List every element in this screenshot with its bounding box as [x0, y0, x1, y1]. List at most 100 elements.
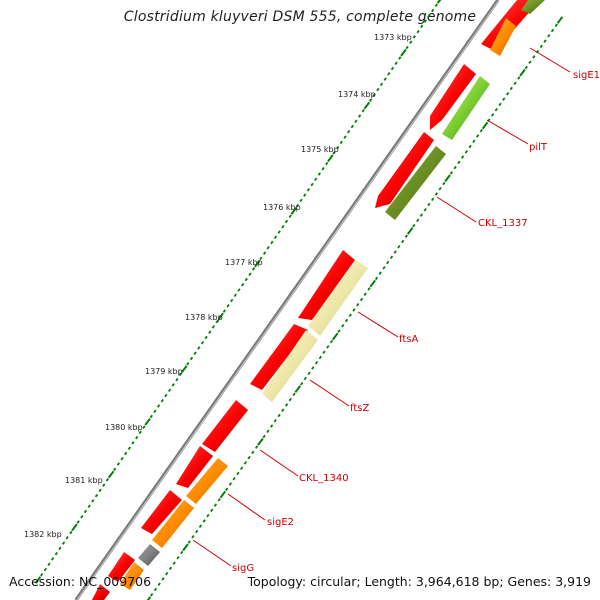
outer-ruler-tick: [47, 562, 51, 566]
gene-gray[interactable]: [138, 544, 160, 566]
inner-ruler-tick: [416, 218, 420, 223]
outer-ruler-tick: [431, 8, 435, 13]
bp-ruler: [34, 0, 442, 584]
outer-ruler-tick: [131, 441, 135, 445]
outer-ruler-tick: [303, 193, 307, 197]
inner-ruler-tick: [217, 498, 221, 502]
gene-ftsA[interactable]: [308, 260, 368, 336]
inner-ruler-tick: [554, 23, 558, 28]
outer-ruler-tick: [306, 188, 311, 192]
gene-red-9[interactable]: [108, 552, 135, 582]
inner-ruler-tick: [281, 408, 285, 412]
inner-ruler-tick: [472, 139, 476, 144]
gene-red-4[interactable]: [298, 250, 355, 320]
outer-ruler-tick: [327, 154, 334, 162]
outer-ruler-tick: [54, 551, 58, 556]
gene-olive-top[interactable]: [521, 0, 545, 14]
gene-red-2[interactable]: [430, 64, 476, 130]
outer-ruler-tick: [387, 72, 391, 76]
outer-ruler-tick: [277, 230, 281, 234]
outer-ruler-tick: [87, 504, 91, 508]
gene-ftsZ[interactable]: [262, 330, 318, 402]
inner-ruler-tick: [550, 28, 555, 33]
outer-ruler-tick: [175, 377, 179, 382]
gene-label-pilT[interactable]: pilT: [529, 142, 548, 153]
inner-ruler-tick: [318, 355, 322, 360]
tick-label-1381: 1381 kbp: [65, 476, 103, 485]
label-leaders: [192, 47, 571, 567]
outer-ruler-tick: [299, 198, 303, 203]
outer-ruler-tick: [273, 235, 278, 240]
inner-ruler-tick: [307, 371, 311, 376]
inner-ruler-tick: [146, 596, 152, 600]
gene-sigG[interactable]: [152, 500, 194, 548]
inner-ruler-tick: [266, 429, 270, 434]
cds-track-outer: [92, 0, 540, 600]
inner-ruler-tick: [543, 39, 547, 43]
gene-label-sigE2[interactable]: sigE2: [267, 517, 294, 528]
outer-ruler-tick: [314, 177, 318, 182]
gene-label-sigE1[interactable]: sigE1: [573, 70, 600, 81]
gene-pilT[interactable]: [442, 76, 490, 140]
gene-red-10[interactable]: [92, 584, 110, 600]
inner-ruler-tick: [479, 128, 483, 133]
inner-ruler-tick: [363, 292, 367, 296]
inner-ruler-tick: [369, 279, 376, 288]
gene-label-CKL_1337[interactable]: CKL_1337: [478, 218, 528, 229]
gene-sigE1[interactable]: [490, 18, 516, 56]
outer-ruler-tick: [321, 166, 325, 171]
outer-ruler-tick: [254, 259, 261, 268]
gene-label-CKL_1340[interactable]: CKL_1340: [299, 473, 349, 484]
outer-ruler-tick: [423, 19, 428, 23]
inner-ruler-tick: [311, 366, 315, 370]
gene-label-ftsZ[interactable]: ftsZ: [350, 403, 369, 414]
inner-ruler-tick: [438, 186, 442, 191]
outer-ruler-tick: [98, 488, 102, 493]
gene-red-7[interactable]: [176, 446, 213, 488]
outer-ruler-tick: [270, 240, 274, 245]
inner-ruler-tick: [475, 134, 480, 138]
inner-ruler-tick: [374, 276, 379, 281]
inner-ruler-tick: [444, 174, 451, 182]
gene-red-8[interactable]: [141, 490, 182, 534]
outer-ruler-tick: [91, 499, 95, 503]
gene-label-sigG[interactable]: sigG: [232, 563, 254, 574]
outer-ruler-tick: [398, 56, 402, 60]
outer-ruler-tick: [113, 467, 117, 472]
outer-ruler-tick: [83, 509, 88, 514]
gene-orange-bottom[interactable]: [120, 562, 144, 590]
inner-ruler-tick: [404, 234, 409, 238]
outer-ruler-tick: [332, 151, 336, 155]
outer-ruler-tick: [208, 330, 212, 334]
inner-ruler-tick: [464, 150, 469, 154]
inner-ruler-tick: [251, 450, 255, 455]
gene-red-5[interactable]: [250, 324, 308, 390]
outer-ruler-tick: [43, 567, 47, 572]
outer-ruler-tick: [368, 98, 373, 102]
cds-track-inner: [120, 0, 545, 590]
gene-CKL_1337[interactable]: [385, 146, 446, 220]
gene-red-6[interactable]: [202, 400, 248, 452]
gene-red-3[interactable]: [375, 132, 434, 208]
inner-ruler-tick: [322, 350, 326, 354]
outer-ruler-tick: [58, 546, 62, 551]
gene-label-ftsA[interactable]: ftsA: [399, 334, 418, 345]
inner-ruler-tick: [254, 445, 259, 449]
inner-ruler-tick: [481, 121, 489, 130]
inner-ruler-tick: [239, 466, 244, 470]
outer-ruler-tick: [244, 277, 248, 282]
outer-ruler-tick: [420, 24, 424, 29]
inner-ruler-tick: [442, 181, 446, 186]
inner-ruler-tick: [382, 266, 386, 270]
gene-sigE2[interactable]: [186, 458, 228, 504]
inner-ruler-tick: [505, 92, 510, 96]
inner-ruler-tick: [180, 550, 184, 555]
outer-ruler-tick: [178, 372, 183, 377]
inner-ruler-tick: [519, 68, 526, 77]
inner-ruler-tick: [206, 513, 210, 518]
inner-ruler-tick: [378, 271, 382, 275]
outer-ruler-tick: [394, 61, 398, 66]
outer-ruler-tick: [405, 45, 409, 50]
tick-label-1382: 1382 kbp: [24, 530, 62, 539]
